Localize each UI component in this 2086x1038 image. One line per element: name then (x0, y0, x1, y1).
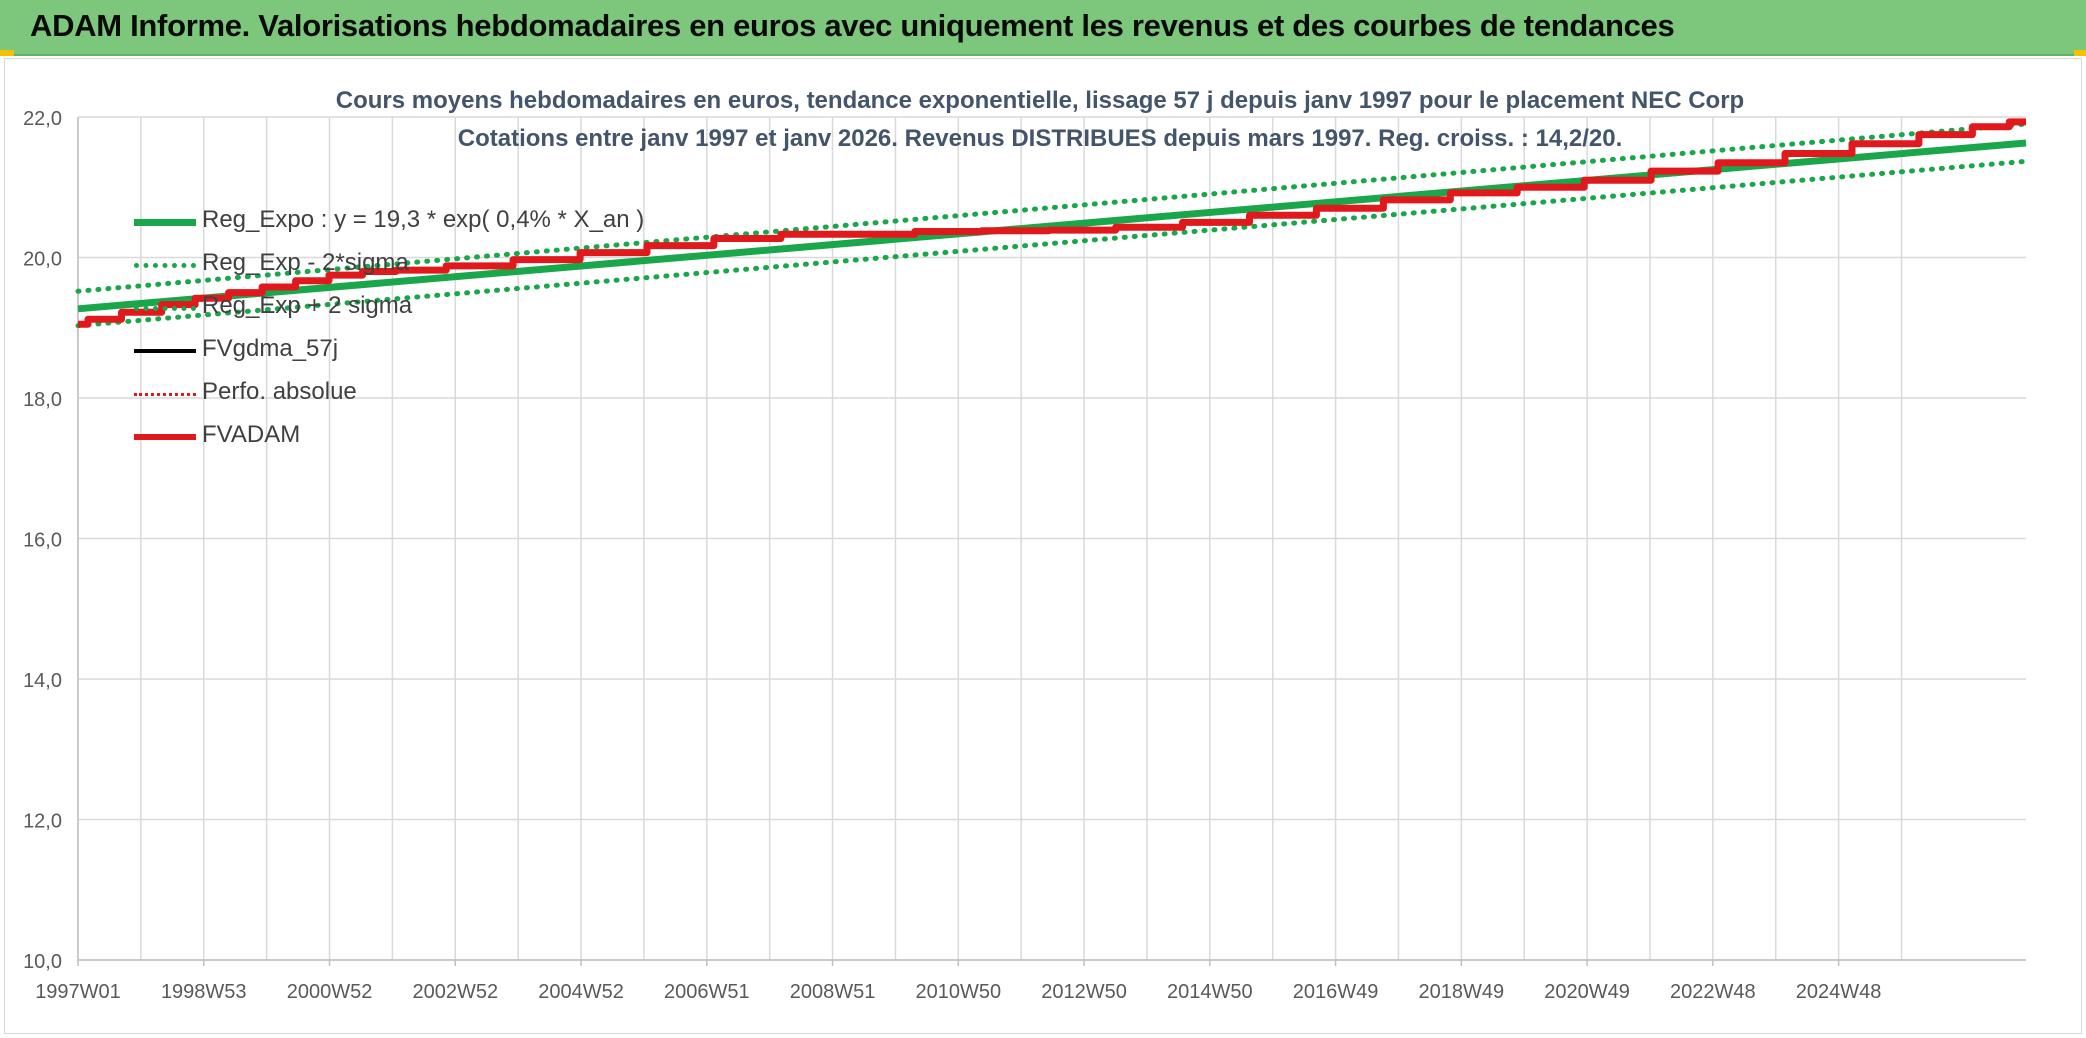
x-tick-label: 2010W50 (915, 981, 1001, 1003)
legend-swatch-perfo (134, 393, 196, 396)
corner-marker-top-right (2074, 50, 2086, 56)
y-tick-label: 20,0 (23, 249, 62, 271)
x-tick-label: 1997W01 (35, 981, 121, 1003)
legend-swatch-reg-expo (134, 219, 196, 226)
x-tick-label: 2008W51 (790, 981, 876, 1003)
corner-marker-top-left (0, 50, 14, 56)
x-tick-label: 2006W51 (664, 981, 750, 1003)
y-tick-label: 12,0 (23, 811, 62, 833)
x-tick-label: 2014W50 (1167, 981, 1253, 1003)
legend-swatch-reg-exp-minus (134, 263, 196, 268)
series-line-5 (78, 118, 2026, 328)
legend-label: Reg_Exp + 2 sigma (202, 292, 413, 319)
legend-label: Reg_Exp - 2*sigma (202, 249, 409, 276)
legend-label: Perfo. absolue (202, 378, 357, 405)
x-tick-label: 2016W49 (1293, 981, 1379, 1003)
chart-titles: Cours moyens hebdomadaires en euros, ten… (300, 82, 1780, 158)
legend-swatch-reg-exp-plus (134, 306, 196, 311)
legend-label: FVgdma_57j (202, 335, 339, 362)
legend-swatch-fvgdma (134, 349, 196, 353)
x-tick-label: 2002W52 (412, 981, 498, 1003)
x-tick-label: 2000W52 (287, 981, 373, 1003)
legend-swatch-fvadam (134, 434, 196, 440)
series-line-1 (75, 158, 2029, 329)
series-line-2 (75, 121, 2029, 294)
y-tick-label: 10,0 (23, 951, 62, 973)
x-tick-label: 2022W48 (1670, 981, 1756, 1003)
legend-label: Reg_Expo : y = 19,3 * exp( 0,4% * X_an ) (202, 206, 645, 233)
chart-title: Cours moyens hebdomadaires en euros, ten… (335, 87, 1745, 114)
x-tick-label: 2018W49 (1419, 981, 1505, 1003)
x-tick-label: 2024W48 (1796, 981, 1882, 1003)
chart-frame (4, 58, 2082, 1034)
y-tick-label: 18,0 (23, 389, 62, 411)
x-tick-label: 1998W53 (161, 981, 247, 1003)
report-header: ADAM Informe. Valorisations hebdomadaire… (0, 0, 2086, 56)
legend-label: FVADAM (202, 421, 301, 448)
y-tick-label: 14,0 (23, 670, 62, 692)
y-tick-label: 16,0 (23, 530, 62, 552)
x-tick-label: 2004W52 (538, 981, 624, 1003)
report-title: ADAM Informe. Valorisations hebdomadaire… (30, 8, 1675, 43)
x-tick-label: 2020W49 (1544, 981, 1630, 1003)
chart-subtitle: Cotations entre janv 1997 et janv 2026. … (457, 125, 1623, 152)
x-tick-label: 2012W50 (1041, 981, 1127, 1003)
y-tick-label: 22,0 (23, 108, 62, 130)
